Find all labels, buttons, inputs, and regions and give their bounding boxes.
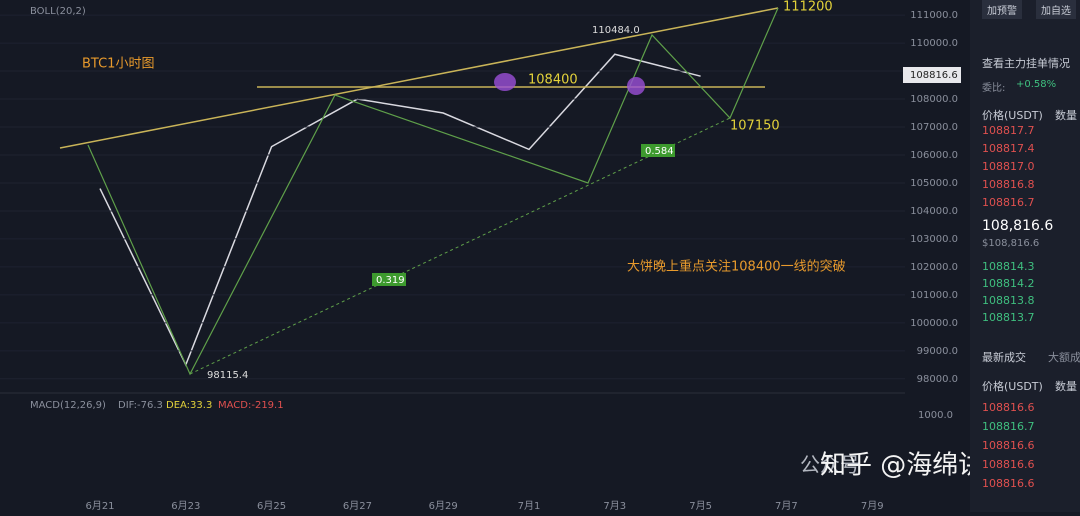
y-tick-label: 107000.0	[910, 122, 958, 133]
price-line	[99, 53, 701, 367]
macd-tick: 1000.0	[918, 410, 953, 421]
order-row: 108813.8	[982, 294, 1035, 307]
watermark: 公众号	[800, 453, 860, 477]
order-row: 108817.0	[982, 160, 1035, 173]
column-header: 价格(USDT)	[982, 380, 1043, 393]
marker	[627, 77, 645, 95]
y-tick-label: 105000.0	[910, 178, 958, 189]
annotation: 0.584	[645, 146, 674, 157]
annotation: 111200	[783, 0, 833, 15]
last-price: 108,816.6	[982, 218, 1054, 234]
x-tick-label: 6月25	[257, 500, 286, 512]
order-row: 108816.6	[982, 439, 1035, 452]
x-tick-label: 6月27	[343, 500, 372, 512]
y-tick-label: 111000.0	[910, 10, 958, 21]
order-row: 108816.6	[982, 401, 1035, 414]
ratio-label: 委比:	[982, 83, 1006, 94]
sidebar: 加预警 加自选 查看主力挂单情况 委比: +0.58% 价格(USDT) 数量 …	[970, 0, 1080, 512]
fib-badge	[641, 144, 675, 157]
y-tick-label: 103000.0	[910, 234, 958, 245]
x-tick-label: 6月29	[429, 500, 458, 512]
x-tick-label: 6月21	[85, 500, 114, 512]
y-tick-label: 106000.0	[910, 150, 958, 161]
x-tick-label: 7月3	[603, 500, 626, 512]
order-row: 108816.7	[982, 196, 1035, 209]
fib-badge	[372, 273, 406, 286]
annotation: 108400	[528, 73, 578, 88]
chart: 7月9 7月7 7月5 7月3 7月1 6月29 6月27 6月25 6月23 6月21 98000…	[0, 0, 1010, 512]
column-header: 数量	[1055, 380, 1077, 393]
annotation: 大饼晚上重点关注108400一线的突破	[627, 259, 846, 275]
y-tick-label: 110000.0	[910, 38, 958, 49]
background	[0, 0, 970, 512]
order-row: 108816.7	[982, 420, 1035, 433]
y-tick-label: 101000.0	[910, 290, 958, 301]
x-tick-label: 7月5	[689, 500, 712, 512]
order-row: 108814.3	[982, 260, 1035, 273]
section-title: 查看主力挂单情况	[982, 57, 1070, 70]
price-tag-text: 108816.6	[910, 70, 958, 81]
button[interactable]: 加自选	[1036, 0, 1076, 19]
indicator: BOLL(20,2)	[30, 6, 86, 17]
y-tick-label: 102000.0	[910, 262, 958, 273]
y-tick-label: 98000.0	[917, 374, 958, 385]
y-tick-label: 100000.0	[910, 318, 958, 329]
watermark: 知乎 @海绵讲币	[820, 451, 970, 481]
order-row: 108816.6	[982, 477, 1035, 490]
annotation: 98115.4	[207, 370, 248, 381]
macd-dif: DIF:-76.3	[118, 400, 163, 411]
column-header: 价格(USDT)	[982, 109, 1043, 122]
annotation: 107150	[730, 119, 780, 134]
fib-line	[189, 117, 731, 375]
order-row: 108813.7	[982, 311, 1035, 324]
column-header: 数量	[1055, 109, 1077, 122]
x-tick-label: 7月9	[861, 500, 884, 512]
x-tick-label: 7月1	[518, 500, 541, 512]
annotation: 110484.0	[592, 25, 640, 36]
annotation: 0.319	[376, 275, 405, 286]
order-row: 108816.8	[982, 178, 1035, 191]
chart-title: BTC1小时图	[82, 57, 154, 72]
x-tick-label: 6月23	[171, 500, 200, 512]
price-tag	[903, 67, 961, 83]
order-row: 108816.6	[982, 458, 1035, 471]
order-row: 108817.4	[982, 142, 1035, 155]
macd-label: MACD(12,26,9)	[30, 400, 106, 411]
marker	[494, 73, 516, 91]
x-tick-label: 7月7	[775, 500, 798, 512]
tab[interactable]: 大额成	[1048, 351, 1080, 364]
y-tick-label: 99000.0	[917, 346, 958, 357]
macd-value: MACD:-219.1	[218, 400, 284, 411]
last-price-usd: $108,816.6	[982, 238, 1040, 249]
order-row: 108814.2	[982, 277, 1035, 290]
y-tick-label: 108000.0	[910, 94, 958, 105]
tab[interactable]: 最新成交	[982, 351, 1026, 364]
macd-dea: DEA:33.3	[166, 400, 212, 411]
button[interactable]: 加预警	[982, 0, 1022, 19]
order-row: 108817.7	[982, 124, 1035, 137]
trendline	[59, 7, 779, 149]
y-tick-label: 104000.0	[910, 206, 958, 217]
ratio: +0.58%	[1016, 79, 1057, 90]
